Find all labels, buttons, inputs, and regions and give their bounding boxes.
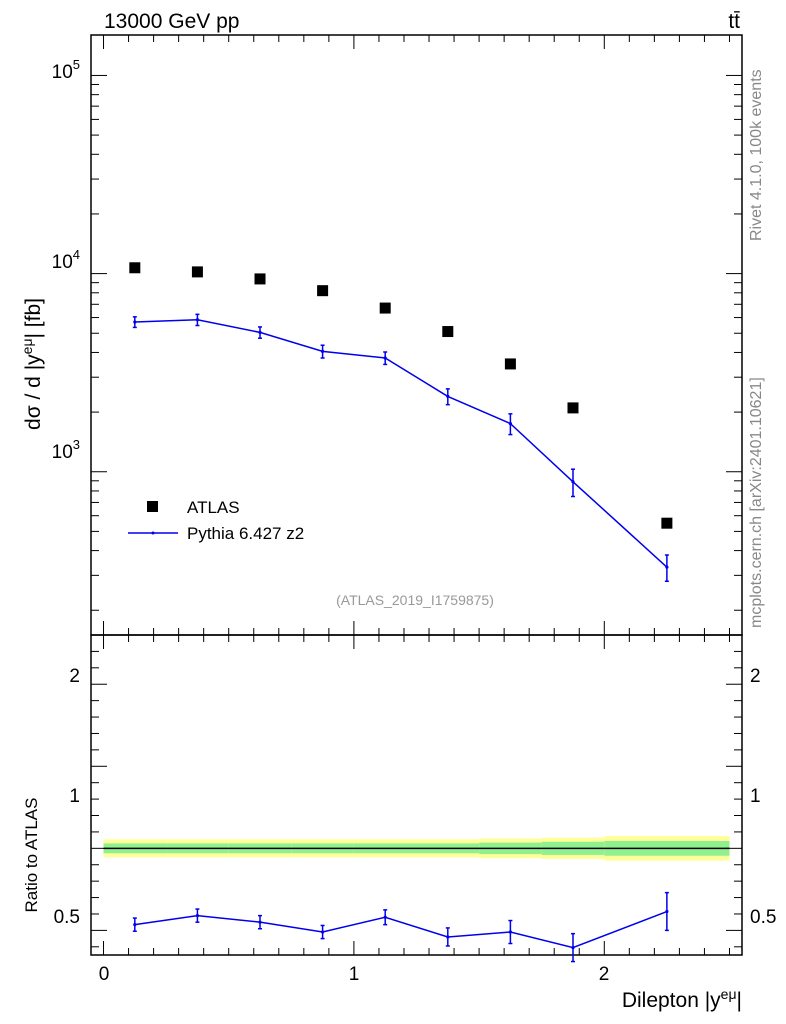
legend-mc-label: Pythia 6.427 z2 xyxy=(187,524,304,543)
data-marker-7 xyxy=(567,402,579,414)
main-data-series xyxy=(129,262,673,529)
legend-data-label: ATLAS xyxy=(187,498,240,517)
mc-point-1 xyxy=(195,318,200,322)
ratio-mc-point-7 xyxy=(571,946,575,950)
ratio-ytick-label-2-right: 2 xyxy=(750,666,761,687)
mc-point-4 xyxy=(383,356,387,360)
xlabel: Dilepton |yeμ| xyxy=(622,986,742,1012)
data-marker-4 xyxy=(379,302,391,314)
ratio-mc-line xyxy=(134,910,668,949)
ratio-mc-point-6 xyxy=(508,930,512,934)
ratio-mc-point-3 xyxy=(321,930,325,934)
ratio-mc-point-4 xyxy=(383,915,387,919)
mc-point-6 xyxy=(508,421,512,426)
xtick-label-0: 0 xyxy=(99,964,110,985)
energy-label: 13000 GeV pp xyxy=(104,10,239,33)
main-plot-frame xyxy=(90,34,743,636)
main-ticks xyxy=(91,35,742,635)
ratio-ytick-label-1-right: 1 xyxy=(750,786,761,807)
ratio-mc-series xyxy=(132,891,669,963)
xtick-label-2: 2 xyxy=(599,964,610,985)
mc-point-0 xyxy=(133,320,137,324)
ratio-mc-point-0 xyxy=(133,923,137,927)
legend-data-marker xyxy=(147,501,158,512)
data-marker-5 xyxy=(442,326,454,338)
ratio-ytick-label-05-left: 0.5 xyxy=(54,907,80,928)
legend-mc-marker xyxy=(151,531,155,535)
data-marker-3 xyxy=(317,285,329,297)
data-marker-6 xyxy=(504,358,516,370)
ratio-mc-point-1 xyxy=(195,914,200,918)
ratio-ylabel: Ratio to ATLAS xyxy=(22,798,41,913)
data-marker-1 xyxy=(191,266,203,278)
ytick-label-1e3: 103 xyxy=(52,437,80,463)
ratio-ytick-label-05-right: 0.5 xyxy=(750,907,776,928)
mc-point-7 xyxy=(571,480,575,484)
main-ylabel: dσ / d |yeμ| [fb] xyxy=(19,298,45,430)
ratio-mc-point-8 xyxy=(665,909,669,914)
data-marker-0 xyxy=(129,262,141,274)
mcplots-label: mcplots.cern.ch [arXiv:2401.10621] xyxy=(748,377,765,628)
ytick-label-1e5: 105 xyxy=(52,57,80,83)
ratio-ytick-label-1-left: 1 xyxy=(69,786,80,807)
ratio-mc-point-2 xyxy=(258,920,262,924)
ratio-ytick-label-2-left: 2 xyxy=(69,666,80,687)
analysis-tag: (ATLAS_2019_I1759875) xyxy=(336,592,494,608)
main-mc-series xyxy=(132,313,669,583)
rivet-label: Rivet 4.1.0, 100k events xyxy=(748,69,765,241)
ratio-mc-point-5 xyxy=(446,935,450,939)
process-label: tt̄ xyxy=(728,10,740,33)
mc-point-2 xyxy=(258,330,262,334)
mc-point-3 xyxy=(321,349,325,353)
ratio-plot-frame xyxy=(90,634,743,956)
data-marker-8 xyxy=(661,517,673,529)
mc-point-5 xyxy=(446,394,450,399)
ratio-ticks xyxy=(91,635,742,955)
xtick-label-1: 1 xyxy=(349,964,360,985)
data-marker-2 xyxy=(254,273,266,285)
mc-point-8 xyxy=(665,565,669,569)
ytick-label-1e4: 104 xyxy=(52,247,80,273)
